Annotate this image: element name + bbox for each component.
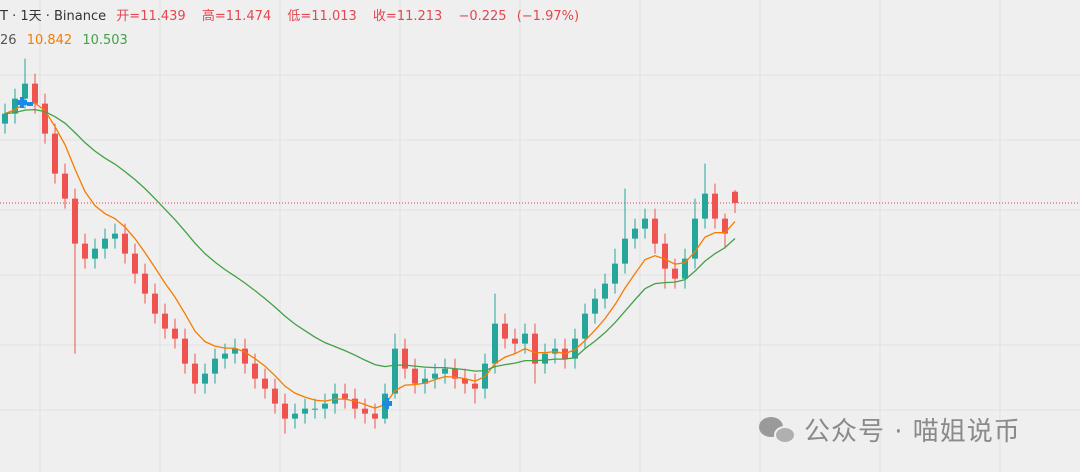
candle-body — [492, 323, 498, 364]
candle-body — [312, 408, 318, 410]
change: −0.225 — [458, 9, 507, 24]
candle-body — [252, 363, 258, 379]
wechat-icon — [759, 417, 796, 444]
candle-body — [582, 313, 588, 339]
watermark: 公众号 · 喵姐说币 — [804, 417, 1021, 447]
candle-body — [602, 283, 608, 299]
candle-body — [462, 378, 468, 384]
candle-body — [322, 403, 328, 409]
candle-body — [532, 333, 538, 364]
candle-body — [102, 238, 108, 249]
ma-value: 10.503 — [82, 33, 128, 48]
candle-body — [282, 403, 288, 419]
candle-body — [632, 228, 638, 239]
label: 收= — [372, 9, 397, 24]
plot — [0, 58, 1080, 434]
candle-body — [182, 338, 188, 364]
symbol: T · 1天 · Binance — [0, 9, 107, 24]
candle-body — [402, 348, 408, 369]
candle-body — [392, 348, 398, 394]
ma-value: 10.842 — [26, 33, 73, 48]
candle-body — [172, 328, 178, 339]
candle-body — [72, 198, 78, 244]
candle-body — [152, 293, 158, 314]
ma-line — [4, 108, 736, 372]
candle-body — [612, 263, 618, 284]
candle-body — [62, 173, 68, 199]
candle-body — [622, 238, 628, 264]
candle-body — [432, 373, 438, 379]
candle-body — [302, 408, 308, 414]
candle-body — [422, 378, 428, 384]
candle-body — [702, 193, 708, 219]
candle-body — [22, 83, 28, 99]
indicator-label: 26 — [0, 33, 17, 48]
candle-body — [82, 243, 88, 259]
signal-markers — [17, 97, 392, 409]
candle-body — [572, 338, 578, 359]
candle-body — [542, 353, 548, 364]
indicator-line: 26 10.842 10.503 — [0, 33, 134, 48]
candle-body — [2, 113, 8, 124]
candle-body — [642, 218, 648, 229]
value: 11.439 — [140, 9, 186, 24]
candle-body — [272, 388, 278, 404]
candle-body — [242, 348, 248, 364]
value: 11.213 — [396, 9, 443, 24]
candle-body — [202, 373, 208, 384]
candle-body — [682, 258, 688, 279]
candle-body — [352, 398, 358, 409]
candle-body — [162, 313, 168, 329]
candle-body — [42, 103, 48, 134]
candle-body — [292, 413, 298, 419]
change-pct: (−1.97%) — [516, 9, 580, 24]
candle-body — [522, 333, 528, 344]
candle-body — [142, 273, 148, 294]
candle-body — [662, 243, 668, 269]
candle-body — [232, 348, 238, 354]
candle-body — [592, 298, 598, 314]
candle-body — [132, 253, 138, 274]
label: 高= — [201, 9, 226, 24]
candle-body — [262, 378, 268, 389]
candle-body — [222, 353, 228, 359]
candle-body — [122, 233, 128, 254]
candle-body — [722, 218, 728, 234]
candle-body — [92, 248, 98, 259]
candle-body — [512, 338, 518, 344]
candle-body — [192, 363, 198, 384]
label: 开= — [116, 9, 141, 24]
candle-body — [672, 268, 678, 279]
candle-body — [212, 358, 218, 374]
candle-body — [372, 413, 378, 419]
candle-body — [32, 83, 38, 104]
candle-body — [342, 393, 348, 399]
candle-body — [652, 218, 658, 244]
candle-body — [502, 323, 508, 339]
candle-body — [712, 193, 718, 219]
ma-line — [4, 102, 736, 409]
value: 11.013 — [311, 9, 357, 24]
value: 11.474 — [225, 9, 272, 24]
candle-body — [12, 98, 18, 114]
candle-body — [52, 133, 58, 174]
label: 低= — [287, 9, 312, 24]
candle-body — [362, 408, 368, 414]
candle-body — [452, 368, 458, 379]
candle-body — [112, 233, 118, 239]
candle-body — [412, 368, 418, 384]
candle-body — [442, 368, 448, 374]
candle-body — [692, 218, 698, 259]
header-line: T · 1天 · Binance 开=11.439 高=11.474 低=11.… — [0, 5, 585, 24]
candle-body — [732, 191, 738, 203]
candle-body — [472, 383, 478, 389]
